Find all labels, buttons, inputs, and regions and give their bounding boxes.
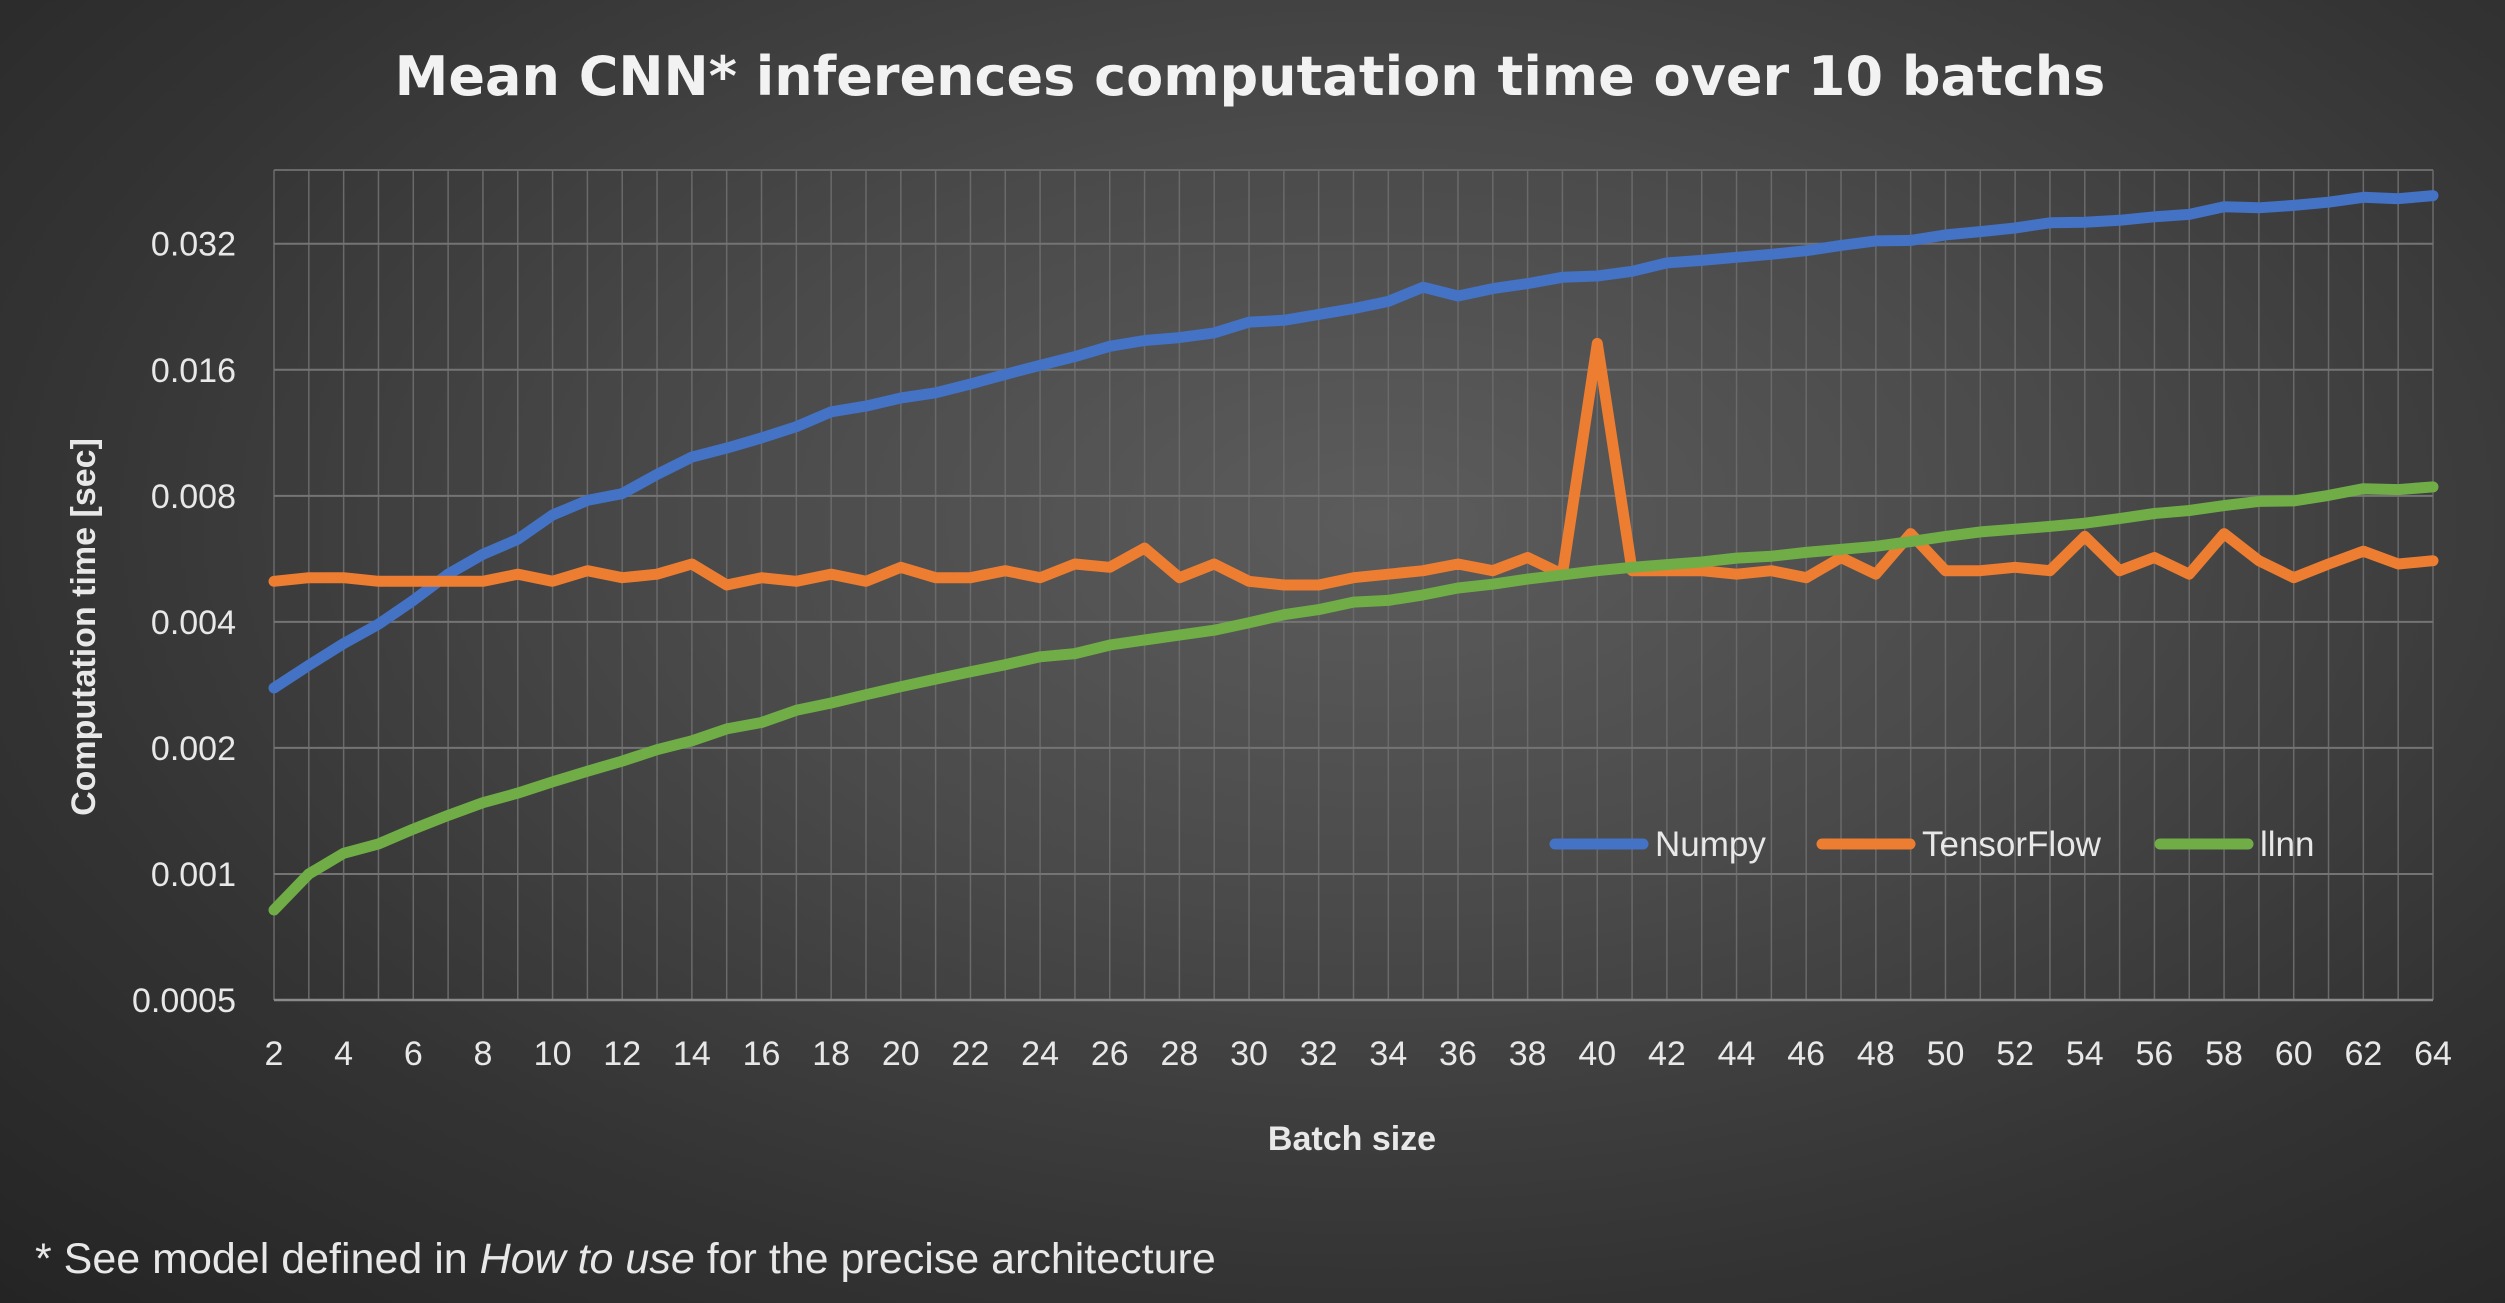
series-line-tensorflow [268, 337, 2439, 591]
x-tick-label: 50 [1927, 1035, 1965, 1073]
x-tick-label: 10 [534, 1035, 572, 1073]
y-tick-label: 0.0005 [132, 982, 236, 1020]
x-tick-label: 8 [473, 1035, 492, 1073]
y-axis-ticks: 0.0005 0.001 0.002 0.004 0.008 0.016 0.032 [132, 226, 236, 1020]
x-tick-label: 52 [1996, 1035, 2034, 1073]
footnote: * See model defined in How to use for th… [35, 1235, 1216, 1283]
x-tick-label: 6 [404, 1035, 423, 1073]
x-tick-label: 22 [952, 1035, 990, 1073]
x-tick-label: 34 [1369, 1035, 1407, 1073]
y-axis-title: Computation time [sec] [65, 438, 103, 816]
x-tick-label: 40 [1578, 1035, 1616, 1073]
x-tick-label: 20 [882, 1035, 920, 1073]
x-axis-ticks: 2 4 6 8 10 12 14 16 18 20 22 24 26 28 30 32 34 36 38 40 42 44… [265, 1035, 2452, 1073]
x-tick-label: 36 [1439, 1035, 1477, 1073]
legend-label-llnn: llnn [2260, 825, 2314, 864]
x-tick-label: 12 [603, 1035, 641, 1073]
x-tick-label: 58 [2205, 1035, 2243, 1073]
legend-label-tensorflow: TensorFlow [1922, 825, 2102, 864]
legend: Numpy TensorFlow llnn [1549, 825, 2314, 864]
x-tick-label: 62 [2344, 1035, 2382, 1073]
x-tick-label: 2 [265, 1035, 284, 1073]
y-tick-label: 0.001 [151, 856, 236, 894]
y-tick-label: 0.032 [151, 226, 236, 264]
x-tick-label: 60 [2275, 1035, 2313, 1073]
x-tick-label: 48 [1857, 1035, 1895, 1073]
x-tick-label: 46 [1787, 1035, 1825, 1073]
chart-title: Mean CNN* inferences computation time ov… [395, 45, 2106, 108]
x-tick-label: 30 [1230, 1035, 1268, 1073]
x-tick-label: 16 [743, 1035, 781, 1073]
footnote-suffix: for the precise architecture [695, 1235, 1216, 1283]
y-tick-label: 0.008 [151, 478, 236, 516]
x-tick-label: 18 [812, 1035, 850, 1073]
y-tick-label: 0.002 [151, 730, 236, 768]
series-line-numpy [268, 190, 2439, 694]
legend-label-numpy: Numpy [1655, 825, 1766, 864]
x-tick-label: 42 [1648, 1035, 1686, 1073]
y-tick-label: 0.004 [151, 604, 236, 642]
footnote-prefix: * See model defined in [35, 1235, 480, 1283]
gridlines [273, 169, 2434, 1002]
x-axis-title: Batch size [1268, 1120, 1436, 1158]
x-tick-label: 64 [2414, 1035, 2452, 1073]
x-tick-label: 44 [1718, 1035, 1756, 1073]
footnote-emphasis: How to use [480, 1235, 695, 1283]
series-line-llnn [268, 481, 2439, 916]
x-tick-label: 28 [1160, 1035, 1198, 1073]
x-tick-label: 32 [1300, 1035, 1338, 1073]
y-tick-label: 0.016 [151, 352, 236, 390]
x-tick-label: 4 [334, 1035, 353, 1073]
x-tick-label: 54 [2066, 1035, 2104, 1073]
x-tick-label: 56 [2136, 1035, 2174, 1073]
x-tick-label: 24 [1021, 1035, 1059, 1073]
series-lines [268, 190, 2439, 916]
x-tick-label: 38 [1509, 1035, 1547, 1073]
x-tick-label: 26 [1091, 1035, 1129, 1073]
x-tick-label: 14 [673, 1035, 711, 1073]
